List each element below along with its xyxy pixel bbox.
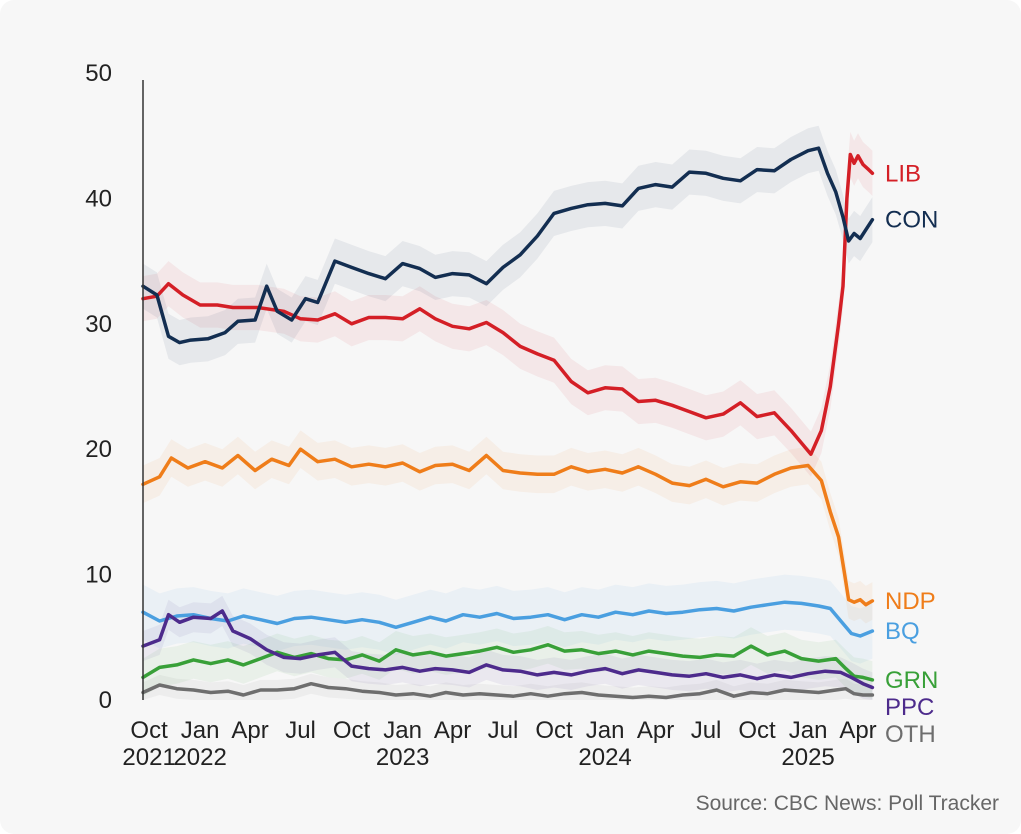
x-tick-label-7: Jul [488, 717, 519, 744]
series-label-grn: GRN [885, 667, 938, 694]
confidence-bands [143, 125, 873, 700]
x-tick-year-9: 2024 [578, 744, 631, 771]
x-tick-year-5: 2023 [376, 744, 429, 771]
series-label-con: CON [885, 207, 938, 234]
series-label-bq: BQ [885, 618, 920, 645]
line-grn [141, 643, 875, 682]
line-con [141, 146, 875, 345]
x-tick-label-14: Apr [839, 717, 876, 744]
x-tick-label-13: Jan [789, 717, 828, 744]
line-lib [141, 152, 875, 456]
x-tick-label-9: Jan [586, 717, 625, 744]
band-ppc [143, 595, 873, 700]
x-tick-label-6: Apr [434, 717, 471, 744]
band-con [143, 125, 873, 366]
line-ndp [141, 447, 875, 607]
series-lines [141, 146, 875, 700]
band-lib [143, 131, 873, 477]
band-grn [143, 626, 873, 699]
y-tick-label-1: 10 [85, 562, 112, 589]
series-label-ndp: NDP [885, 588, 936, 615]
x-tick-label-5: Jan [383, 717, 422, 744]
series-label-ppc: PPC [885, 694, 934, 721]
y-tick-label-5: 50 [85, 60, 112, 87]
source-note: Source: CBC News: Poll Tracker [695, 792, 999, 815]
x-tick-label-12: Oct [738, 717, 776, 744]
series-label-oth: OTH [885, 721, 936, 748]
x-tick-label-10: Apr [637, 717, 674, 744]
line-oth [141, 681, 875, 700]
x-tick-year-13: 2025 [781, 744, 834, 771]
y-axis-ticks: 0 10 20 30 40 50 [85, 60, 112, 714]
x-tick-label-1: Jan [181, 717, 220, 744]
band-bq [143, 574, 873, 664]
x-tick-label-8: Oct [535, 717, 573, 744]
series-label-lib: LIB [885, 160, 921, 187]
x-tick-year-1: 2022 [173, 744, 226, 771]
x-tick-label-2: Apr [231, 717, 268, 744]
y-tick-label-3: 30 [85, 311, 112, 338]
x-tick-label-3: Jul [285, 717, 316, 744]
line-bq [141, 600, 875, 638]
x-tick-label-0: Oct [130, 717, 168, 744]
y-tick-label-4: 40 [85, 185, 112, 212]
x-tick-label-11: Jul [691, 717, 722, 744]
y-tick-label-0: 0 [99, 687, 112, 714]
line-ppc [141, 609, 875, 690]
x-tick-year-0: 2021 [122, 744, 175, 771]
y-tick-label-2: 20 [85, 436, 112, 463]
x-tick-label-4: Oct [333, 717, 371, 744]
band-ndp [143, 430, 873, 624]
